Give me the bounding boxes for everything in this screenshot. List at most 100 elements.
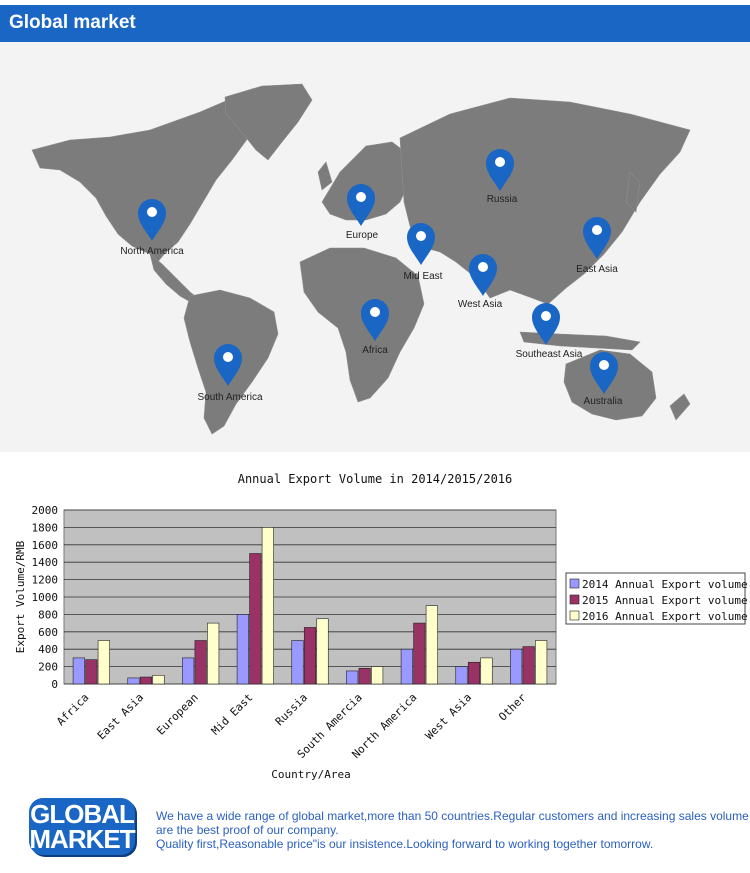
section-header: Global market bbox=[0, 5, 750, 42]
continent-southeast-asia bbox=[519, 331, 641, 351]
bar bbox=[455, 666, 468, 685]
y-tick-label: 1400 bbox=[32, 556, 59, 569]
bar bbox=[400, 648, 413, 685]
badge-line-1: GLOBAL bbox=[30, 799, 135, 829]
bar bbox=[303, 627, 317, 685]
map-label-southeast-asia: Southeast Asia bbox=[516, 349, 583, 360]
legend-swatch bbox=[569, 578, 580, 589]
legend-label: 2015 Annual Export volume bbox=[582, 594, 748, 607]
world-map: North America Europe Russia Mid East East As… bbox=[0, 42, 750, 452]
map-label-africa: Africa bbox=[362, 345, 388, 356]
x-axis-label: Country/Area bbox=[271, 768, 350, 781]
map-pin-icon bbox=[469, 254, 497, 296]
continent-north-america bbox=[31, 89, 279, 265]
bar bbox=[522, 646, 535, 685]
map-pin-dot bbox=[370, 307, 380, 317]
y-tick-label: 1000 bbox=[32, 591, 59, 604]
global-market-badge: GLOBAL MARKET bbox=[29, 798, 136, 855]
bar bbox=[480, 657, 493, 685]
x-tick-label: West Asia bbox=[423, 691, 474, 742]
bar bbox=[194, 640, 207, 685]
map-pin-dot bbox=[478, 262, 488, 272]
bar bbox=[249, 553, 262, 685]
map-label-west-asia: West Asia bbox=[458, 299, 503, 310]
description-line-1: We have a wide range of global market,mo… bbox=[156, 809, 749, 823]
description-line-2: are the best proof of our company. bbox=[156, 823, 339, 837]
map-pin-dot bbox=[223, 352, 233, 362]
legend-label: 2016 Annual Export volume bbox=[582, 610, 748, 623]
map-label-north-america: North America bbox=[120, 246, 184, 257]
section-title: Global market bbox=[9, 12, 136, 33]
bar bbox=[127, 677, 140, 685]
legend-label: 2014 Annual Export volume bbox=[582, 578, 748, 591]
bar bbox=[467, 661, 481, 685]
market-description: We have a wide range of global market,mo… bbox=[156, 809, 750, 851]
map-pin-icon bbox=[361, 299, 389, 341]
y-tick-label: 2000 bbox=[32, 504, 59, 517]
y-tick-label: 0 bbox=[51, 678, 58, 691]
x-tick-label: Africa bbox=[54, 691, 91, 728]
map-pin-dot bbox=[147, 207, 157, 217]
bar bbox=[152, 675, 165, 685]
legend-box bbox=[565, 572, 746, 625]
continent-australia bbox=[563, 349, 657, 421]
map-pin-dot bbox=[416, 231, 426, 241]
bar bbox=[139, 676, 153, 685]
y-tick-label: 1600 bbox=[32, 539, 59, 552]
legend-swatch bbox=[569, 594, 580, 605]
x-tick-label: European bbox=[154, 691, 201, 738]
bar bbox=[97, 640, 110, 685]
bar bbox=[535, 640, 548, 685]
x-tick-label: Other bbox=[496, 691, 529, 724]
map-pin-icon bbox=[583, 217, 611, 259]
y-tick-label: 800 bbox=[38, 608, 58, 621]
bar bbox=[182, 657, 195, 685]
map-pin-dot bbox=[599, 360, 609, 370]
bar bbox=[316, 618, 329, 685]
description-line-3: Quality first,Reasonable price"is our in… bbox=[156, 837, 654, 851]
map-pin-icon bbox=[532, 303, 560, 345]
map-pin-icon bbox=[590, 352, 618, 394]
x-tick-label: Russia bbox=[273, 691, 310, 728]
badge-line-2: MARKET bbox=[29, 824, 135, 854]
world-map-graphic: North America Europe Russia Mid East East As… bbox=[31, 83, 691, 435]
map-pin-dot bbox=[592, 225, 602, 235]
map-pin-icon bbox=[407, 223, 435, 265]
continent-greenland bbox=[224, 83, 313, 161]
y-tick-label: 1200 bbox=[32, 574, 59, 587]
continent-uk bbox=[317, 161, 333, 191]
bar bbox=[85, 659, 98, 685]
bar bbox=[510, 648, 523, 685]
map-pin-icon bbox=[347, 184, 375, 226]
bar bbox=[236, 614, 249, 685]
continent-new-zealand bbox=[669, 393, 691, 421]
y-tick-label: 600 bbox=[38, 626, 58, 639]
continent-asia bbox=[399, 97, 691, 305]
map-pin-icon bbox=[214, 344, 242, 386]
y-tick-label: 200 bbox=[38, 661, 58, 674]
continent-japan bbox=[625, 171, 641, 213]
chart-legend: 2014 Annual Export volume 2015 Annual Exp… bbox=[565, 572, 748, 625]
chart-title: Annual Export Volume in 2014/2015/2016 bbox=[237, 472, 513, 486]
bar bbox=[358, 668, 371, 685]
map-label-south-america: South America bbox=[197, 392, 262, 403]
map-pin-dot bbox=[541, 311, 551, 321]
map-label-mid-east: Mid East bbox=[404, 271, 443, 282]
bar bbox=[346, 670, 359, 685]
map-label-east-asia: East Asia bbox=[576, 264, 618, 275]
map-pin-icon bbox=[138, 199, 166, 241]
y-axis-label: Export Volume/RMB bbox=[14, 540, 27, 653]
y-tick-label: 400 bbox=[38, 643, 58, 656]
bar bbox=[72, 657, 85, 685]
bar bbox=[291, 640, 304, 685]
bar bbox=[261, 527, 274, 685]
legend-swatch bbox=[569, 610, 580, 621]
bar bbox=[371, 666, 384, 685]
map-pin-dot bbox=[356, 192, 366, 202]
x-tick-label: East Asia bbox=[95, 691, 146, 742]
y-tick-label: 1800 bbox=[32, 521, 59, 534]
map-label-australia: Australia bbox=[584, 396, 623, 407]
bar bbox=[425, 605, 438, 685]
map-label-russia: Russia bbox=[487, 194, 518, 205]
bar-chart: 0 200 400 600 800 1000 1200 1400 1600 1800 2000 Af… bbox=[14, 504, 748, 781]
